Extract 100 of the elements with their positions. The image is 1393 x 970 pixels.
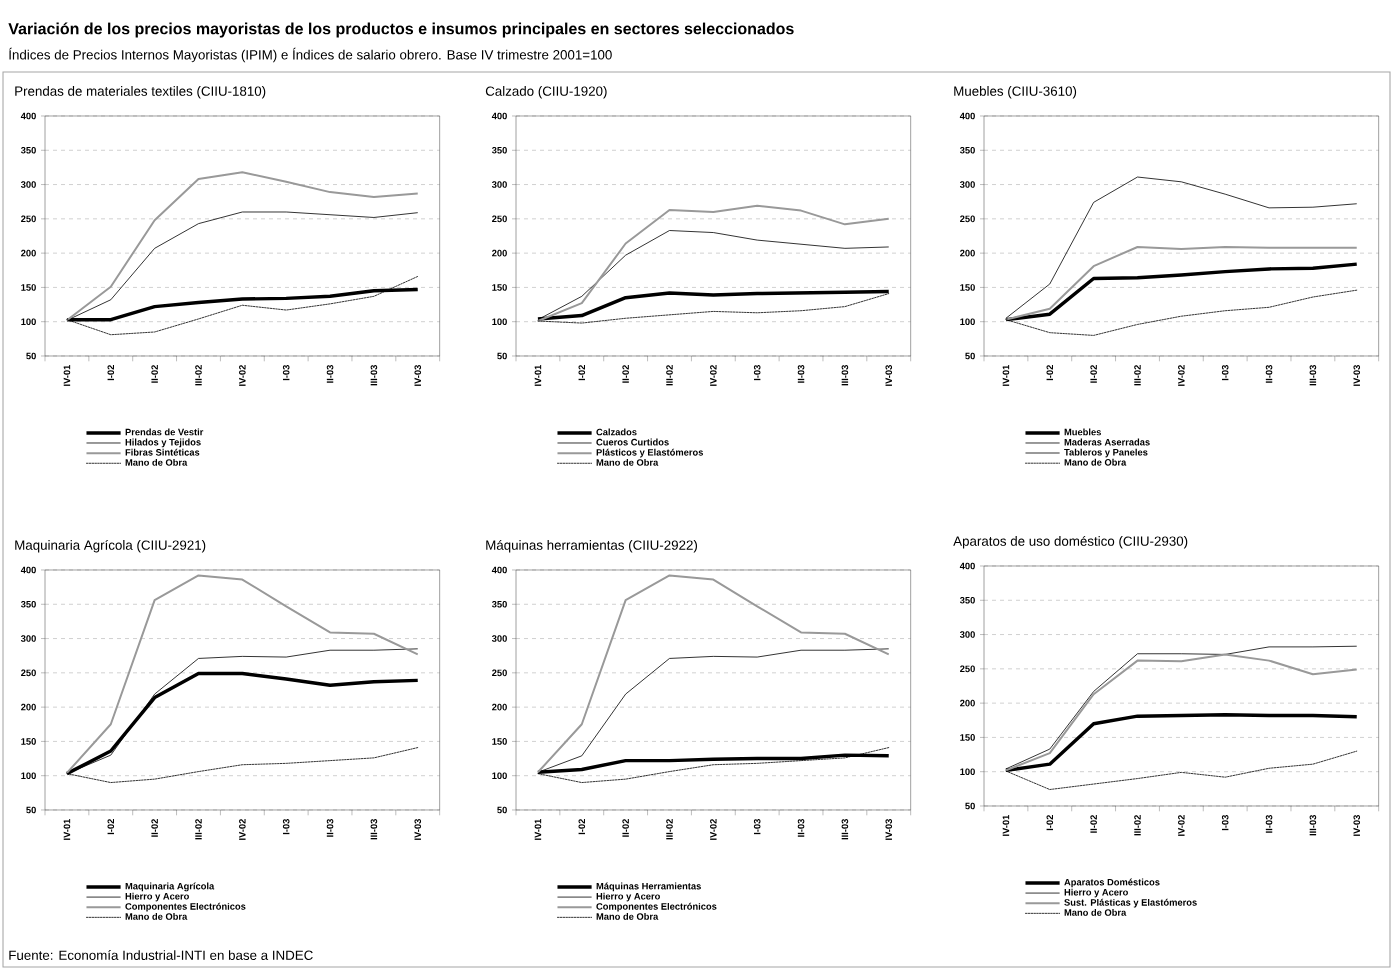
y-tick-label: 350 (491, 600, 507, 608)
y-tick-label: 250 (492, 669, 507, 677)
legend-label: Máquinas Herramientas (596, 882, 701, 892)
text: Índices de Precios Internos Mayoristas (IPIM) e Índices de salario obrero. Base IV trimestre 2001=100 (9, 47, 612, 63)
y-tick-label: 400 (491, 112, 507, 120)
x-tick-label: III-03 (1309, 815, 1317, 836)
y-tick-label: 400 (959, 562, 975, 570)
x-tick-label: IV-01 (1002, 364, 1010, 386)
y-tick-label: 350 (20, 146, 36, 154)
x-tick-label: IV-03 (414, 819, 422, 840)
y-tick-label: 250 (21, 215, 36, 223)
x-tick-label: I-03 (753, 365, 761, 381)
legend-label: Hierro y Acero (125, 892, 189, 902)
legend-label: Fibras Sintéticas (125, 448, 200, 456)
y-tick-label: 400 (959, 112, 975, 120)
x-tick-label: I-03 (753, 819, 761, 835)
legend-label: Cueros Curtidos (596, 438, 669, 446)
y-tick-label: 100 (492, 318, 507, 325)
x-tick-label: IV-01 (63, 818, 71, 840)
y-tick-label: 300 (20, 635, 36, 642)
x-tick-label: II-02 (622, 819, 629, 837)
y-tick-label: 250 (492, 215, 507, 223)
legend-label: Prendas de Vestir (125, 428, 204, 436)
y-tick-label: 50 (965, 352, 975, 360)
y-tick-label: 250 (960, 215, 975, 223)
y-tick-label: 100 (960, 768, 975, 775)
y-tick-label: 150 (21, 284, 36, 291)
x-tick-label: II-02 (1090, 815, 1097, 833)
x-tick-label: IV-02 (1178, 815, 1185, 836)
legend-label: Mano de Obra (125, 458, 188, 466)
chart-title: Muebles (CIIU-3610) (954, 86, 1077, 99)
legend-label: Componentes Electrónicos (596, 902, 717, 912)
x-tick-label: II-02 (151, 819, 158, 837)
legend-label: Muebles (1064, 428, 1101, 436)
x-tick-label: II-03 (797, 365, 805, 383)
y-tick-label: 400 (20, 566, 36, 574)
legend-label: Mano de Obra (1064, 458, 1127, 466)
x-tick-label: IV-01 (63, 364, 71, 386)
x-tick-label: IV-03 (885, 365, 893, 386)
text: Variación de los precios mayoristas de los productos e insumos principales en sectores seleccionados (8, 22, 794, 38)
x-tick-label: I-02 (1046, 815, 1054, 831)
y-tick-label: 150 (960, 734, 975, 741)
y-tick-label: 350 (20, 600, 36, 608)
y-tick-label: 150 (492, 284, 507, 291)
y-tick-label: 100 (492, 772, 507, 779)
y-tick-label: 300 (20, 181, 36, 188)
x-tick-label: IV-03 (885, 819, 893, 840)
y-tick-label: 50 (965, 802, 975, 810)
x-tick-label: III-03 (1309, 365, 1317, 386)
y-tick-label: 100 (960, 318, 975, 325)
x-tick-label: III-03 (841, 819, 849, 840)
source-note: Fuente: Economía Industrial-INTI en base a INDEC (9, 950, 313, 960)
legend-label: Tableros y Paneles (1064, 448, 1148, 458)
x-tick-label: IV-03 (1353, 815, 1361, 836)
y-tick-label: 50 (497, 806, 507, 814)
legend-label: Mano de Obra (125, 912, 188, 920)
y-tick-label: 400 (20, 112, 36, 120)
chart-title: Prendas de materiales textiles (CIIU-1810) (15, 86, 266, 99)
x-tick-label: IV-01 (534, 364, 542, 386)
legend-label: Sust. Plásticas y Elastómeros (1064, 898, 1197, 908)
y-tick-label: 350 (959, 146, 975, 154)
legend-label: Mano de Obra (1064, 908, 1127, 916)
legend-label: Hierro y Acero (1064, 888, 1128, 898)
x-tick-label: IV-01 (534, 818, 542, 840)
x-tick-label: III-02 (195, 819, 202, 840)
x-tick-label: II-02 (1090, 365, 1097, 383)
y-tick-label: 100 (21, 318, 36, 325)
y-tick-label: 100 (21, 772, 36, 779)
chart-title: Maquinaria Agrícola (CIIU-2921) (15, 539, 206, 553)
x-tick-label: I-03 (1221, 815, 1229, 831)
y-tick-label: 250 (21, 669, 36, 677)
y-tick-label: 200 (21, 703, 36, 711)
y-tick-label: 150 (21, 738, 36, 745)
chart-title: Calzado (CIIU-1920) (485, 86, 607, 99)
x-tick-label: II-02 (622, 365, 629, 383)
y-tick-label: 350 (491, 146, 507, 154)
y-tick-label: 350 (959, 596, 975, 604)
x-tick-label: I-02 (578, 365, 586, 381)
y-tick-label: 300 (491, 181, 507, 188)
y-tick-label: 300 (491, 635, 507, 642)
x-tick-label: III-02 (666, 365, 673, 386)
y-tick-label: 150 (492, 738, 507, 745)
x-tick-label: II-03 (1265, 815, 1273, 833)
legend-label: Plásticos y Elastómeros (596, 448, 704, 458)
y-tick-label: 400 (491, 566, 507, 574)
y-tick-label: 200 (492, 249, 507, 257)
x-tick-label: IV-01 (1002, 814, 1010, 836)
legend-label: Maderas Aserradas (1064, 438, 1150, 446)
x-tick-label: IV-02 (239, 819, 246, 840)
x-tick-label: I-03 (282, 819, 290, 835)
x-tick-label: III-03 (841, 365, 849, 386)
legend-label: Componentes Electrónicos (125, 902, 246, 912)
y-tick-label: 200 (492, 703, 507, 711)
x-tick-label: I-03 (1221, 365, 1229, 381)
x-tick-label: I-03 (282, 365, 290, 381)
y-tick-label: 200 (960, 249, 975, 257)
legend-label: Maquinaria Agrícola (125, 882, 215, 892)
y-tick-label: 50 (26, 806, 36, 814)
x-tick-label: II-03 (326, 365, 334, 383)
y-tick-label: 300 (959, 631, 975, 638)
